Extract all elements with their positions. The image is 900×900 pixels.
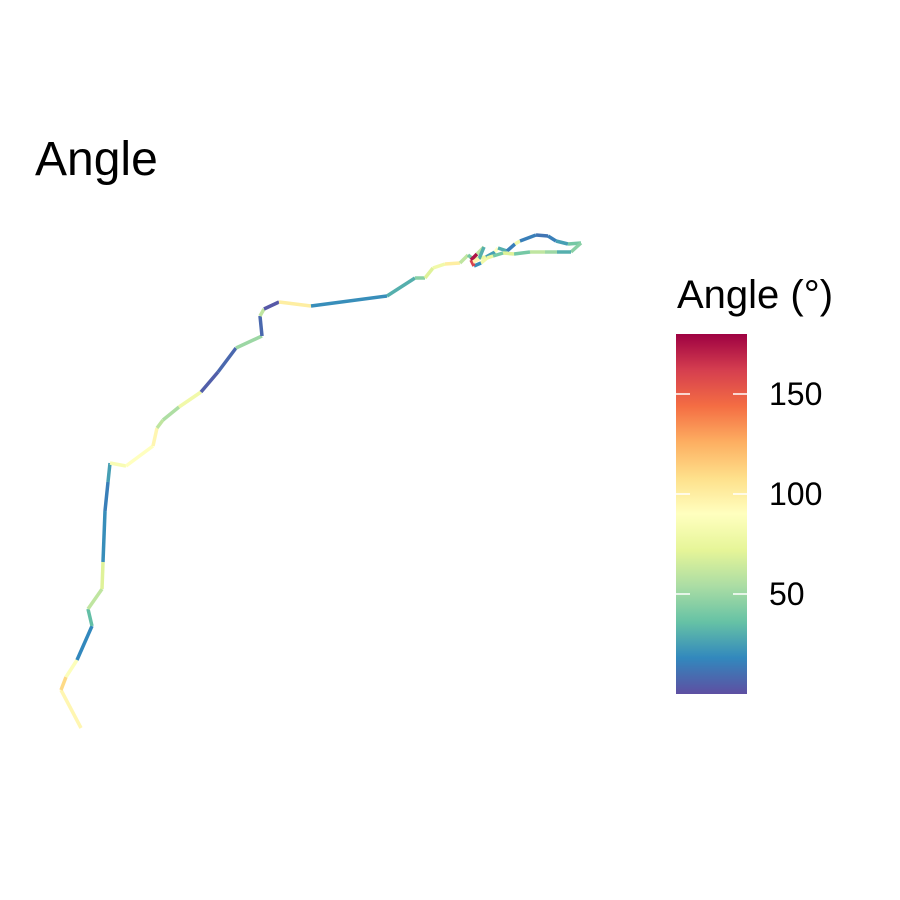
track-segment: [497, 246, 508, 253]
track-segment: [278, 300, 312, 308]
track-segment: [547, 234, 557, 243]
track-segment: [155, 418, 165, 430]
track-segment: [235, 334, 263, 350]
track-segment: [216, 346, 238, 374]
track-segment: [486, 254, 494, 260]
colorbar-tick-label: 150: [769, 376, 822, 412]
track-segment: [59, 689, 83, 729]
track-segment: [310, 294, 388, 308]
track-segment: [472, 257, 480, 264]
track-segment: [75, 625, 94, 661]
track-segment: [59, 676, 68, 691]
track-segment: [492, 251, 504, 258]
track-segment: [103, 481, 110, 512]
track-segment: [386, 276, 416, 298]
track-segment: [514, 239, 521, 246]
track-segment: [86, 587, 104, 611]
track-segment: [258, 315, 264, 337]
track-segment: [513, 250, 531, 256]
track-segment: [106, 462, 112, 483]
colorbar-tick-label: 50: [769, 576, 805, 612]
track-segment: [569, 241, 583, 254]
track-segment: [493, 246, 500, 254]
track-segment: [519, 233, 537, 243]
legend-title: Angle (°): [677, 273, 833, 317]
track-segment: [479, 256, 489, 265]
track-segment: [124, 444, 155, 468]
track-segment: [477, 246, 486, 260]
track-segment: [258, 308, 266, 317]
chart-title: Angle: [35, 133, 158, 186]
track-segment: [473, 261, 482, 268]
track-segment: [469, 252, 479, 262]
colorbar: [676, 334, 747, 694]
track-segment: [444, 261, 461, 266]
track-segment: [469, 259, 476, 267]
track-segment: [502, 251, 515, 256]
track-segment: [555, 239, 569, 246]
track-segment: [432, 262, 446, 270]
track-segment: [458, 253, 470, 265]
colorbar-ticks: 50 100 150: [676, 376, 822, 612]
track-segment: [423, 266, 435, 280]
track-segment: [64, 659, 79, 678]
track-segment: [535, 233, 549, 238]
track-segment: [505, 242, 517, 253]
track-segment: [109, 461, 127, 468]
track-segment: [151, 427, 159, 447]
track-path: [59, 233, 583, 729]
track-segment: [86, 608, 94, 627]
track-segment: [100, 561, 105, 590]
angle-legend: Angle (°) 50 100 150: [676, 273, 833, 694]
track-segment: [101, 510, 107, 563]
track-segment: [178, 390, 202, 409]
track-segment: [263, 300, 280, 311]
track-segment: [161, 405, 181, 422]
colorbar-tick-label: 100: [769, 476, 822, 512]
track-segment: [199, 370, 220, 394]
